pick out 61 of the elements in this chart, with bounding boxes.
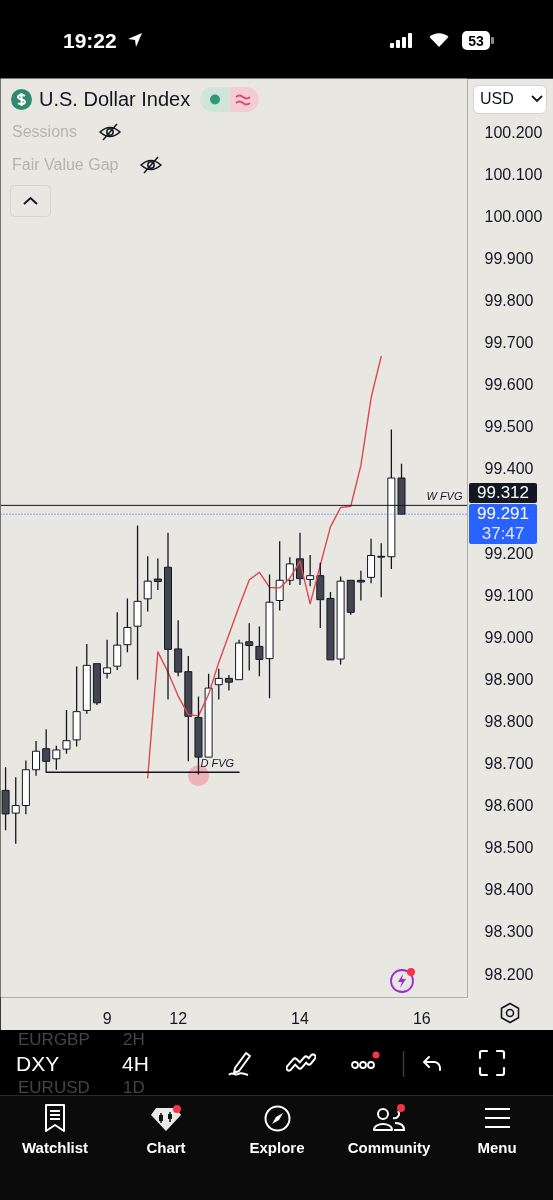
candlestick	[306, 554, 315, 587]
text: 1D	[123, 1077, 145, 1099]
y-tick-label: 99.700	[484, 334, 534, 352]
y-tick-label: 98.700	[484, 755, 534, 773]
candlestick	[245, 622, 254, 672]
series-label: D FVG	[200, 757, 235, 770]
text: 2H	[123, 1029, 145, 1051]
candlestick	[153, 557, 162, 591]
candlestick	[367, 537, 376, 584]
y-tick-label: 98.900	[484, 670, 534, 688]
candlestick	[103, 639, 112, 680]
y-tick-label: 100.000	[484, 207, 543, 225]
line-series	[147, 355, 382, 779]
x-tick-label: 9	[102, 1009, 112, 1027]
text: 53	[468, 32, 484, 50]
y-tick-label: 99.900	[484, 249, 534, 267]
text: 4H	[122, 1050, 149, 1077]
text: Community	[347, 1137, 431, 1157]
y-tick-label: 98.800	[484, 712, 534, 730]
candlestick	[164, 532, 173, 701]
y-tick-label: 100.200	[484, 123, 543, 141]
y-tick-label: 98.400	[484, 881, 534, 899]
text: 99.312	[469, 482, 537, 503]
text: USD	[480, 89, 514, 109]
text: EURUSD	[18, 1077, 90, 1099]
text: Chart	[146, 1137, 186, 1157]
y-tick-label: 98.300	[484, 923, 534, 941]
x-tick-label: 16	[412, 1009, 431, 1027]
y-tick-label: 98.600	[484, 797, 534, 815]
y-tick-label: 99.600	[484, 376, 534, 394]
candlestick	[133, 524, 142, 681]
y-tick-label: 98.200	[484, 965, 534, 983]
candlestick	[235, 639, 244, 681]
ref-line-label: W FVG	[426, 490, 463, 503]
y-tick-label: 99.400	[484, 460, 534, 478]
text: U.S. Dollar Index	[39, 87, 191, 112]
candlestick	[11, 776, 20, 845]
text: DXY	[16, 1050, 60, 1077]
candlestick	[356, 569, 365, 602]
text: EURGBP	[18, 1029, 90, 1051]
text: 19:22	[63, 27, 117, 54]
text: Watchlist	[21, 1137, 89, 1157]
candlestick	[82, 643, 91, 715]
candlestick	[21, 759, 30, 816]
text: Menu	[477, 1137, 517, 1157]
y-tick-label: 99.500	[484, 418, 534, 436]
candlestick	[346, 579, 355, 616]
y-tick-label: 99.100	[484, 586, 534, 604]
x-tick-label: 12	[169, 1009, 188, 1027]
y-tick-label: 100.100	[484, 165, 543, 183]
candlestick	[92, 663, 101, 706]
candlestick	[224, 674, 233, 692]
text: 99.291	[476, 503, 530, 524]
text: 37:47	[480, 523, 526, 544]
y-tick-label: 99.000	[484, 628, 534, 646]
y-tick-label: 99.200	[484, 544, 534, 562]
text: Explore	[249, 1137, 305, 1157]
candlestick	[32, 740, 41, 777]
y-tick-label: 98.500	[484, 839, 534, 857]
x-tick-label: 14	[291, 1009, 309, 1027]
y-tick-label: 99.800	[484, 291, 534, 309]
